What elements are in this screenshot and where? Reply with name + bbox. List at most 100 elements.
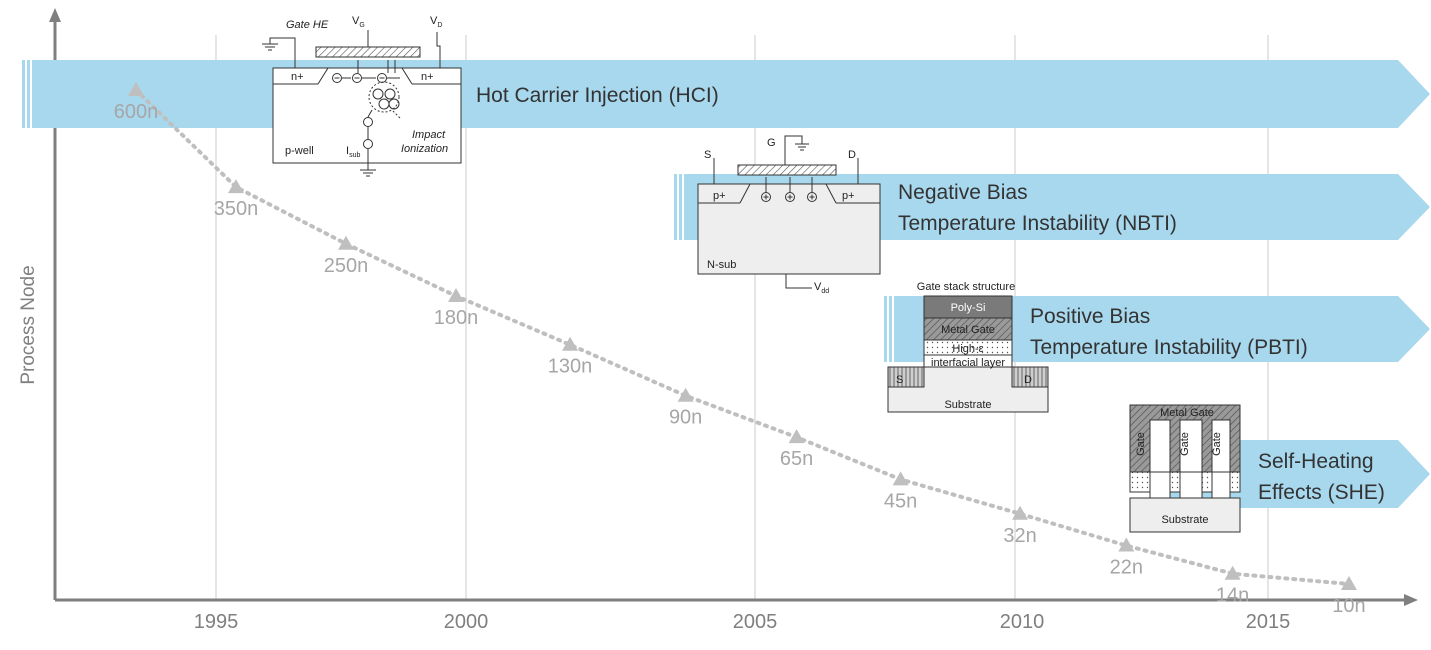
nbti-source-label: p+ [713, 190, 726, 202]
hci-source-wire [269, 37, 296, 68]
process-node-label-600n: 600n [114, 101, 159, 123]
she-gate-label-2: Gate [1179, 432, 1191, 456]
nbti-gate-bar [737, 164, 837, 176]
she-substrate-label: Substrate [1161, 514, 1208, 526]
nbti-drain-label: p+ [842, 190, 855, 202]
process-node-marker-350n [228, 179, 244, 194]
pbti-d-label: D [1024, 374, 1032, 386]
she-finfet-diagram: Metal Gate Gate Gate Gate Substrate [1129, 404, 1241, 533]
process-node-label-65n: 65n [780, 448, 813, 470]
year-label-2010: 2010 [1000, 611, 1045, 633]
pbti-band-title-line1: Positive Bias [1030, 305, 1150, 328]
pbti-s-label: S [896, 374, 903, 386]
pbti-band-stripe-icon [884, 296, 887, 362]
pbti-band-stripe-icon [889, 296, 892, 362]
pbti-poly-label: Poly-Si [951, 302, 986, 314]
hci-source-label: n+ [291, 71, 304, 83]
pbti-band-title-line2: Temperature Instability (PBTI) [1030, 336, 1308, 359]
she-metal-gate-label: Metal Gate [1160, 407, 1214, 419]
process-node-marker-250n [338, 235, 354, 250]
process-node-label-14n: 14n [1216, 585, 1249, 607]
process-node-label-130n: 130n [548, 356, 593, 378]
y-axis-arrow-icon [49, 8, 61, 22]
nbti-band-title-line2: Temperature Instability (NBTI) [898, 212, 1177, 235]
year-label-1995: 1995 [194, 611, 239, 633]
process-node-label-90n: 90n [669, 407, 702, 429]
process-node-marker-65n [788, 429, 805, 444]
process-node-marker-32n [1012, 505, 1029, 520]
she-fin-1b [1149, 471, 1171, 499]
year-label-2000: 2000 [444, 611, 489, 633]
hci-band-stripe-icon [22, 60, 25, 128]
hci-gate-he-label: Gate HE [286, 19, 329, 31]
she-gate-label-3: Gate [1211, 432, 1223, 456]
nbti-band-title-line1: Negative Bias [898, 181, 1028, 204]
she-band-title-line2: Effects (SHE) [1258, 481, 1385, 504]
hci-transistor-diagram: Gate HE VG VD n+ n+ p-well Isub Impact Io… [262, 15, 462, 177]
process-node-trend-line [134, 88, 1351, 586]
process-node-label-180n: 180n [434, 307, 479, 329]
hci-gate-bar [315, 46, 421, 58]
hci-isub-label: Isub [346, 145, 360, 159]
process-node-label-22n: 22n [1110, 557, 1143, 579]
year-labels: 1995 2000 2005 2010 2015 [194, 611, 1291, 633]
process-node-marker-130n [562, 336, 579, 351]
process-node-label-10n: 10n [1332, 595, 1365, 617]
nbti-band-stripe-icon [679, 174, 682, 240]
hci-band-stripe-icon [27, 60, 30, 128]
nbti-band-stripe-icon [674, 174, 677, 240]
hci-vd-wire [436, 32, 441, 68]
nbti-vdd-wire [785, 274, 812, 289]
nbti-d-label: D [848, 149, 856, 161]
she-gate-label-1: Gate [1135, 432, 1147, 456]
pbti-metal-label: Metal Gate [941, 324, 995, 336]
she-fin-3b [1211, 471, 1231, 499]
hci-source-edge [317, 67, 329, 85]
nbti-transistor-diagram: S G D p+ p+ N-sub Vdd [697, 135, 881, 295]
hci-vg-label: VG [352, 15, 365, 29]
process-node-marker-90n [677, 387, 694, 402]
hci-well-label: p-well [285, 145, 314, 157]
hci-band-arrow [32, 60, 1430, 128]
hci-band-title: Hot Carrier Injection (HCI) [476, 84, 719, 107]
process-node-marker-14n [1224, 565, 1241, 580]
process-node-label-32n: 32n [1003, 525, 1036, 547]
process-node-marker-600n [128, 82, 144, 96]
pbti-gate-stack-diagram: Gate stack structure Poly-Si Metal Gate … [887, 281, 1049, 413]
nbti-s-label: S [704, 149, 711, 161]
x-axis-arrow-icon [1404, 594, 1418, 606]
nbti-substrate-box [697, 183, 881, 275]
hci-drain-label: n+ [421, 71, 434, 83]
process-node-label-250n: 250n [324, 255, 369, 277]
nbti-g-wire [784, 135, 803, 165]
pbti-band-arrow [894, 296, 1430, 362]
nbti-drain-edge [825, 183, 837, 204]
process-node-marker-45n [892, 471, 909, 486]
process-node-marker-180n [448, 288, 464, 303]
process-node-marker-22n [1118, 537, 1135, 552]
nbti-vdd-label: Vdd [814, 281, 829, 295]
she-band-title-line1: Self-Heating [1258, 450, 1374, 473]
pbti-band: Positive Bias Temperature Instability (P… [884, 296, 1430, 362]
hci-drain-edge [401, 67, 413, 85]
process-node-label-45n: 45n [884, 490, 917, 512]
nbti-hole-flow [761, 177, 817, 202]
nbti-nsub-label: N-sub [707, 259, 736, 271]
pbti-interfacial-label: interfacial layer [931, 357, 1005, 369]
process-node-label-350n: 350n [214, 198, 259, 220]
she-substrate-box [1129, 497, 1241, 533]
pbti-highk-label: High-ε [952, 343, 983, 355]
hci-impact-label: Impact Ionization [401, 129, 448, 155]
hci-vd-label: VD [430, 15, 442, 29]
process-node-series: 600n 350n 250n 180n 130n 90n 65n 45n 32n 22n 14n 10… [114, 82, 1366, 617]
nbti-g-label: G [767, 137, 776, 149]
pbti-title: Gate stack structure [917, 281, 1015, 293]
pbti-source-region [887, 366, 925, 388]
year-label-2005: 2005 [733, 611, 778, 633]
hci-electron-flow [332, 60, 401, 170]
pbti-drain-region [1011, 366, 1049, 388]
hci-band: Hot Carrier Injection (HCI) [22, 60, 1430, 128]
pbti-substrate-label: Substrate [944, 399, 991, 411]
y-axis-label: Process Node [18, 265, 39, 384]
